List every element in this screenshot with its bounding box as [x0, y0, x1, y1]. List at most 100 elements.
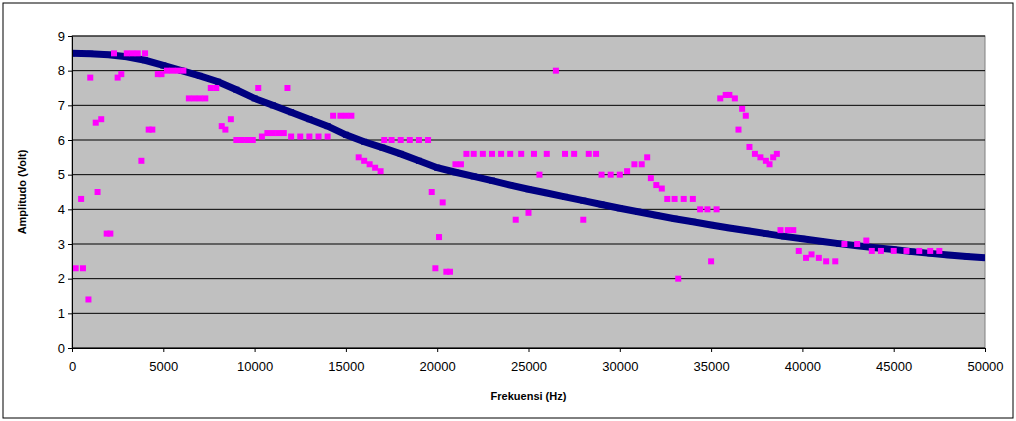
series-1	[73, 50, 943, 302]
y-tick-mark	[68, 313, 72, 314]
data-point	[138, 158, 144, 164]
y-tick-mark	[68, 279, 72, 280]
data-point	[664, 196, 670, 202]
x-tick-mark	[529, 348, 530, 352]
grid-line	[72, 209, 985, 210]
data-point	[743, 113, 749, 119]
x-tick-label: 30000	[602, 359, 638, 374]
x-tick-mark	[255, 348, 256, 352]
data-point	[498, 151, 504, 157]
data-point	[816, 255, 822, 261]
data-point	[367, 161, 373, 167]
data-point	[458, 161, 464, 167]
grid-line	[72, 105, 985, 106]
data-point	[790, 227, 796, 233]
data-point	[389, 137, 395, 143]
data-point	[777, 227, 783, 233]
data-point	[142, 50, 148, 56]
data-point	[471, 173, 477, 179]
y-tick: 5	[58, 167, 72, 182]
data-point	[714, 206, 720, 212]
y-tick: 7	[58, 98, 72, 113]
data-point	[135, 50, 141, 56]
y-tick: 9	[58, 29, 72, 44]
data-point	[631, 161, 637, 167]
data-point	[571, 151, 577, 157]
data-point	[124, 50, 130, 56]
data-point	[288, 109, 294, 115]
data-point	[480, 151, 486, 157]
data-point	[407, 137, 413, 143]
y-tick-label: 9	[58, 29, 65, 44]
data-point	[356, 154, 362, 160]
x-tick: 45000	[876, 348, 912, 374]
data-point	[158, 71, 164, 77]
data-point	[270, 130, 276, 136]
grid-line	[72, 278, 985, 279]
data-point	[471, 151, 477, 157]
data-point	[398, 137, 404, 143]
data-point	[781, 233, 787, 239]
y-tick: 8	[58, 63, 72, 78]
data-point	[708, 258, 714, 264]
x-tick: 0	[69, 348, 76, 374]
y-axis-title: Amplitudo (Volt)	[16, 149, 28, 234]
data-point	[275, 130, 281, 136]
data-point	[180, 68, 186, 74]
x-tick-label: 35000	[694, 359, 730, 374]
y-tick: 6	[58, 133, 72, 148]
data-point	[284, 85, 290, 91]
data-point	[869, 248, 875, 254]
y-tick-label: 0	[58, 341, 65, 356]
x-tick: 40000	[785, 348, 821, 374]
data-point	[111, 50, 117, 56]
x-tick-mark	[894, 348, 895, 352]
x-axis: 0500010000150002000025000300003500040000…	[69, 348, 1004, 374]
data-point	[215, 79, 221, 85]
data-point	[708, 222, 714, 228]
data-point	[452, 161, 458, 167]
data-point	[757, 154, 763, 160]
data-point	[690, 219, 696, 225]
data-point	[580, 198, 586, 204]
data-point	[95, 189, 101, 195]
marks	[72, 50, 985, 302]
data-point	[648, 175, 654, 181]
data-point	[93, 120, 99, 126]
y-tick-mark	[68, 105, 72, 106]
y-tick-label: 1	[58, 306, 65, 321]
data-point	[434, 165, 440, 171]
data-point	[222, 127, 228, 133]
data-point	[106, 52, 112, 58]
x-tick-label: 15000	[328, 359, 364, 374]
data-point	[836, 241, 842, 247]
data-point	[774, 151, 780, 157]
data-point	[745, 228, 751, 234]
data-point	[142, 57, 148, 63]
x-tick-label: 25000	[511, 359, 547, 374]
y-tick: 1	[58, 306, 72, 321]
y-tick-mark	[68, 140, 72, 141]
y-tick-label: 7	[58, 98, 65, 113]
data-point	[87, 51, 93, 57]
data-point	[785, 227, 791, 233]
data-point	[936, 248, 942, 254]
y-tick-label: 2	[58, 271, 65, 286]
data-point	[175, 68, 181, 74]
data-point	[489, 178, 495, 184]
grid-line	[72, 36, 985, 37]
y-tick-mark	[68, 175, 72, 176]
plot-background	[72, 36, 985, 348]
data-point	[197, 73, 203, 79]
data-point	[644, 154, 650, 160]
data-point	[337, 113, 343, 119]
data-point	[799, 236, 805, 242]
data-point	[255, 85, 261, 91]
data-point	[361, 158, 367, 164]
y-tick: 3	[58, 237, 72, 252]
x-tick-mark	[711, 348, 712, 352]
data-point	[398, 151, 404, 157]
y-tick-label: 8	[58, 63, 65, 78]
data-point	[281, 130, 287, 136]
data-point	[617, 172, 623, 178]
